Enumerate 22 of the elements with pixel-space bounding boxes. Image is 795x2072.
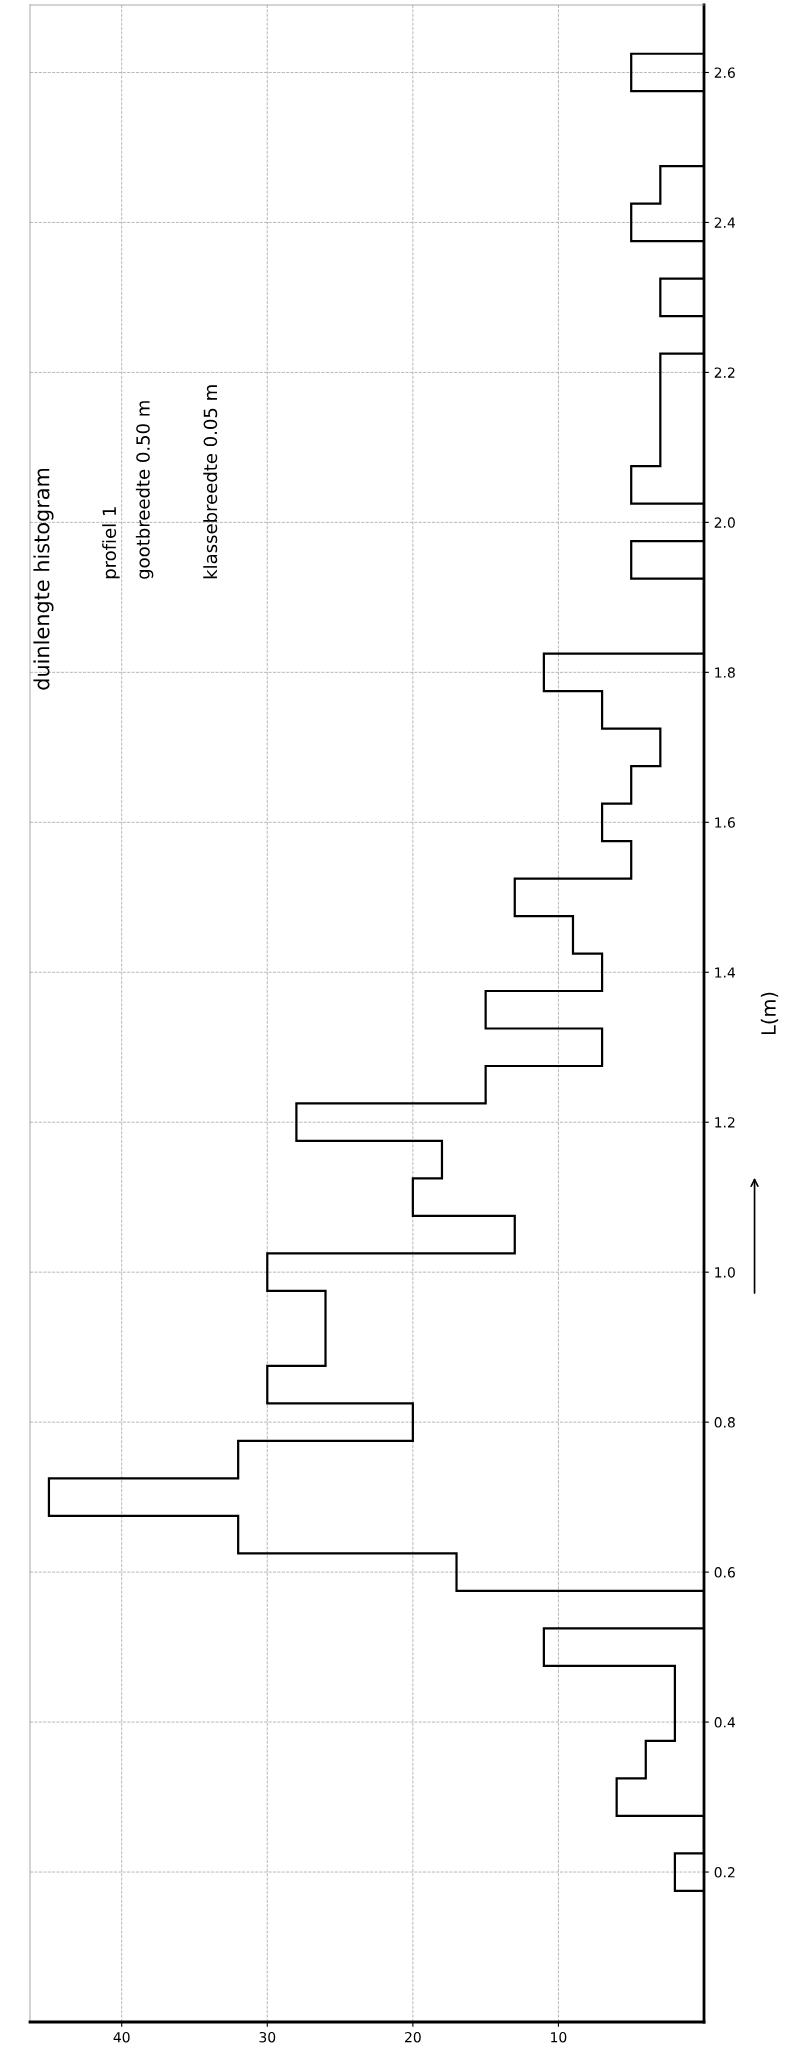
text: duinlengte histogram: [33, 468, 54, 690]
y-tick-label: 1.4: [715, 967, 736, 978]
y-tick-label: 1.6: [715, 817, 735, 828]
y-tick-label: 1.8: [715, 667, 735, 678]
y-tick-label: 2.6: [714, 67, 735, 78]
y-tick-label: 1.0: [715, 1267, 735, 1278]
annotation: klassebreedte 0.05 m: [203, 385, 218, 579]
y-tick-label: 2.4: [714, 217, 736, 228]
y-tick-label: 2.2: [714, 367, 735, 378]
y-tick-label: 0.8: [714, 1417, 735, 1428]
y-tick-label: 2.0: [714, 517, 735, 528]
y-tick-label: 0.4: [714, 1717, 736, 1728]
y-tick-label: 0.2: [714, 1867, 735, 1878]
y-tick-label: 0.6: [714, 1567, 735, 1578]
x-tick-label: 20: [405, 2031, 421, 2043]
x-tick-label: 10: [551, 2031, 567, 2043]
x-tick-label: 30: [259, 2031, 276, 2043]
annotation: profiel 1: [102, 507, 120, 579]
y-tick-label: 1.2: [715, 1117, 735, 1128]
y-axis-title: L(m): [760, 992, 779, 1035]
x-tick-label: 40: [113, 2031, 130, 2043]
annotation: gootbreedte 0.50 m: [135, 401, 154, 579]
